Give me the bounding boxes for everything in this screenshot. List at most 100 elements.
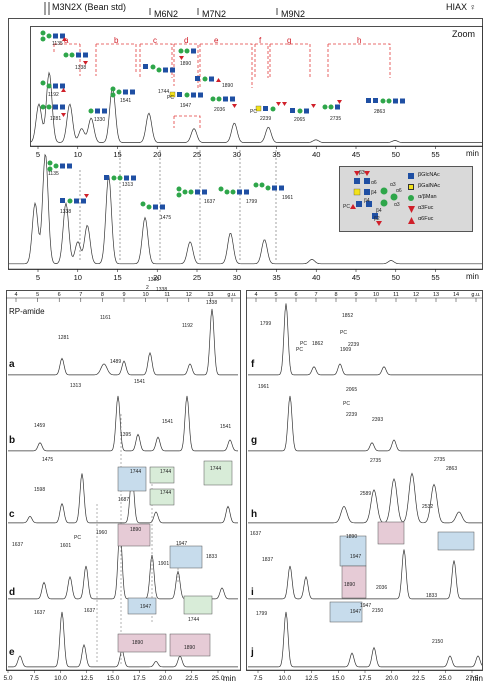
panel-trace-i: [248, 549, 482, 600]
left-mass-label-e: 1890: [132, 640, 144, 646]
left-mass-label-d: 1637: [12, 542, 24, 548]
right-mass-label-i: 1890: [344, 582, 356, 588]
left-mass-label-c: 1598: [34, 487, 46, 493]
legend-swatch-a3fuc: [408, 206, 415, 213]
legend-label-galnac: βGalNAc: [418, 183, 441, 189]
zoom-pc-mark: PC: [167, 95, 174, 101]
x-tick-label: 22.5: [185, 675, 198, 682]
left-mass-label-b: 1541: [162, 419, 174, 425]
zoom-x-unit: min: [466, 149, 479, 158]
legend-structure-diagram: [350, 171, 398, 226]
x-tick-label: 17.5: [359, 675, 372, 682]
panel-letter-j: j: [251, 647, 254, 658]
left-mass-label-c: 1744: [210, 466, 222, 472]
x-tick-label: 27.5: [466, 675, 479, 682]
left-mass-label-c: 1744: [130, 469, 142, 475]
left-x-unit: min: [223, 674, 236, 683]
right-mass-label-f: 2239: [348, 342, 360, 348]
left-mass-label-c: 1744: [160, 469, 172, 475]
x-tick-label: 55: [431, 150, 439, 159]
zoom-mass-label: 1338: [75, 65, 87, 71]
gu-tick-label: g.u.: [227, 292, 237, 298]
left-mass-label-b: 1459: [34, 423, 46, 429]
x-tick-label: 25.0: [439, 675, 452, 682]
left-gu-ticks: 4 5 6 7 8 9 10 11 12 13 g.u.: [14, 292, 237, 302]
right-traces: [248, 303, 483, 668]
right-mass-label-j: 2150: [372, 608, 384, 614]
gu-tick-label: 12: [186, 292, 192, 298]
right-mass-label-g: 1961: [258, 384, 270, 390]
right-mass-label-f: PC: [340, 330, 347, 336]
gu-tick-label: 13: [433, 292, 439, 298]
right-mass-label-f: 1909: [340, 347, 352, 353]
right-mass-label-f: PC: [296, 347, 303, 353]
right-mass-label-h: 2532: [422, 504, 434, 510]
zoom-frame: [30, 26, 483, 147]
zoom-mass-label: 1947: [180, 103, 192, 109]
main-mass-label: 1475: [160, 215, 172, 221]
linkage-label: β3: [359, 170, 365, 176]
x-tick-label: 10: [74, 150, 82, 159]
standard-arrows: [44, 2, 278, 15]
main-mass-label: 1135: [48, 171, 59, 177]
zoom-mass-label: 1330: [94, 117, 106, 123]
standard-label-m6n2: M6N2: [154, 9, 179, 19]
gu-tick-label: 4: [254, 292, 257, 298]
left-mass-label-e: 1947: [140, 604, 152, 610]
bracket-b-label: b: [114, 36, 119, 45]
linkage-label: α3: [390, 182, 396, 188]
left-mass-label-d: 1833: [206, 554, 218, 560]
right-mass-label-f: 1862: [312, 341, 324, 347]
zoom-mass-label: 2239: [260, 116, 272, 122]
x-tick-label: 40: [312, 273, 320, 282]
left-mass-label-d: PC: [74, 535, 81, 541]
gu-tick-label: 5: [274, 292, 277, 298]
zoom-mass-label: 1890: [222, 83, 234, 89]
zoom-mass-label: 2863: [374, 109, 386, 115]
panel-trace-c: [8, 473, 238, 524]
gu-tick-label: 14: [453, 292, 459, 298]
gu-tick-label: 13: [207, 292, 213, 298]
left-mass-label-d: 1947: [176, 541, 188, 547]
x-tick-label: 20: [153, 273, 161, 282]
right-x-ticks: 7.5 10.0 12.5 15.0 17.5 20.0 22.5 25.0 27.5: [253, 670, 479, 682]
bracket-h-label: h: [357, 36, 362, 45]
left-mass-label-e: 1890: [184, 645, 196, 651]
left-mass-label-a: 1192: [182, 323, 193, 329]
legend-label-man: α/βMan: [418, 194, 437, 200]
right-mass-label-j: 1947: [350, 609, 362, 615]
x-tick-label: 25: [193, 273, 201, 282]
right-mass-label-j: 1833: [426, 593, 438, 599]
standard-label-m9n2: M9N2: [281, 9, 306, 19]
x-tick-label: 7.5: [253, 675, 262, 682]
legend-label-glcnac: βGlcNAc: [418, 172, 440, 178]
gu-tick-label: 8: [101, 292, 104, 298]
standard-label-m3n2x: M3N2X (Bean std): [52, 2, 127, 12]
right-mass-label-j: 2036: [376, 585, 388, 591]
main-mass-label: 1313: [122, 182, 134, 188]
left-mass-label-a: 1338: [206, 300, 218, 306]
left-x-ticks: 5.0 7.5 10.0 12.5 15.0 17.5 20.0 22.5 25.0: [3, 670, 225, 682]
gu-tick-label: 7: [314, 292, 317, 298]
panel-letter-b: b: [9, 435, 16, 446]
panel-letter-i: i: [251, 587, 254, 598]
gu-tick-label: 6: [58, 292, 61, 298]
x-tick-label: 10.0: [278, 675, 291, 682]
panel-letter-h: h: [251, 509, 258, 520]
x-tick-label: 15: [113, 273, 121, 282]
panel-letter-g: g: [251, 435, 258, 446]
main-mass-label: 1338: [60, 209, 72, 215]
right-mass-label-i: 1947: [350, 554, 362, 560]
left-mass-label-b: 1541: [220, 424, 232, 430]
legend-pc-marker: PC: [343, 204, 350, 210]
panel-letter-d: d: [9, 587, 16, 598]
left-mass-label-c: 1744: [160, 490, 172, 496]
zoom-mass-label: 1281: [50, 116, 62, 122]
left-mass-label-e: 1744: [188, 617, 200, 623]
left-mass-label-a: 1338: [156, 287, 168, 293]
panel-letter-a: a: [9, 359, 15, 370]
legend-label-a6fuc: α6Fuc: [418, 216, 434, 222]
gu-tick-label: 9: [354, 292, 357, 298]
main-mass-label: 1799: [246, 199, 258, 205]
x-tick-label: 50: [392, 150, 400, 159]
